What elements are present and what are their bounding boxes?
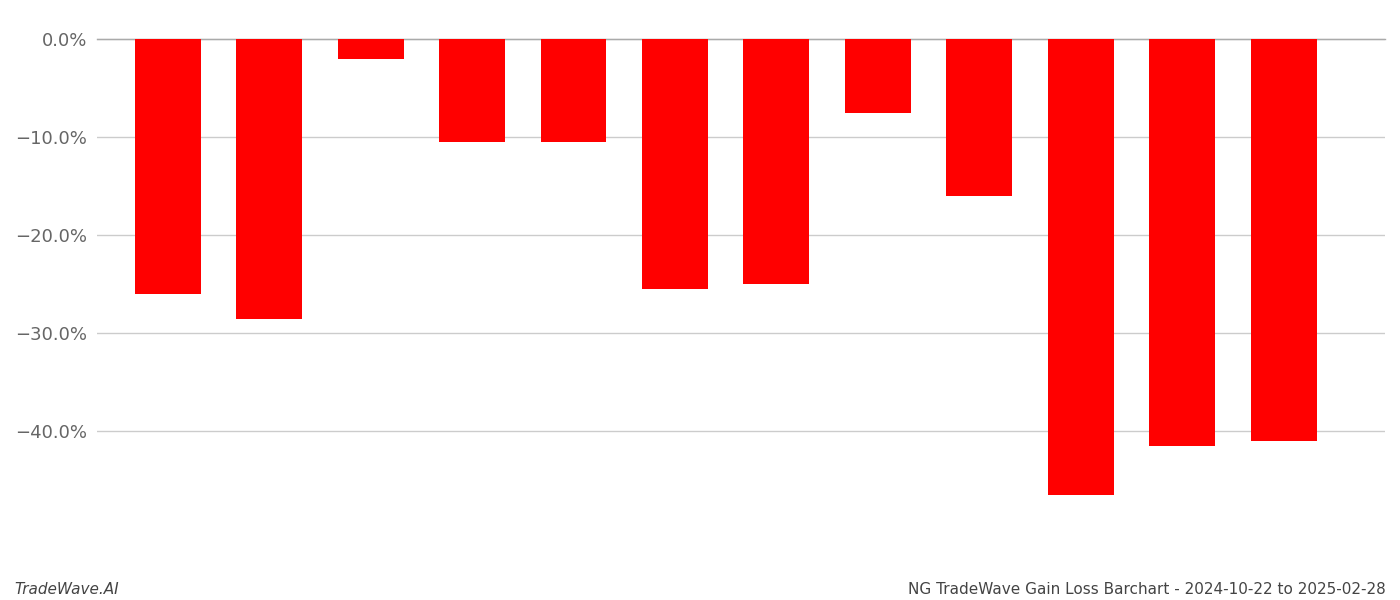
Bar	[844, 40, 911, 113]
Bar	[946, 40, 1012, 196]
Bar	[440, 40, 505, 142]
Text: NG TradeWave Gain Loss Barchart - 2024-10-22 to 2025-02-28: NG TradeWave Gain Loss Barchart - 2024-1…	[909, 582, 1386, 597]
Bar	[540, 40, 606, 142]
Bar	[134, 40, 200, 294]
Bar	[1047, 40, 1113, 495]
Bar	[237, 40, 302, 319]
Bar	[1250, 40, 1316, 441]
Text: TradeWave.AI: TradeWave.AI	[14, 582, 119, 597]
Bar	[337, 40, 403, 59]
Bar	[1149, 40, 1215, 446]
Bar	[643, 40, 708, 289]
Bar	[743, 40, 809, 284]
